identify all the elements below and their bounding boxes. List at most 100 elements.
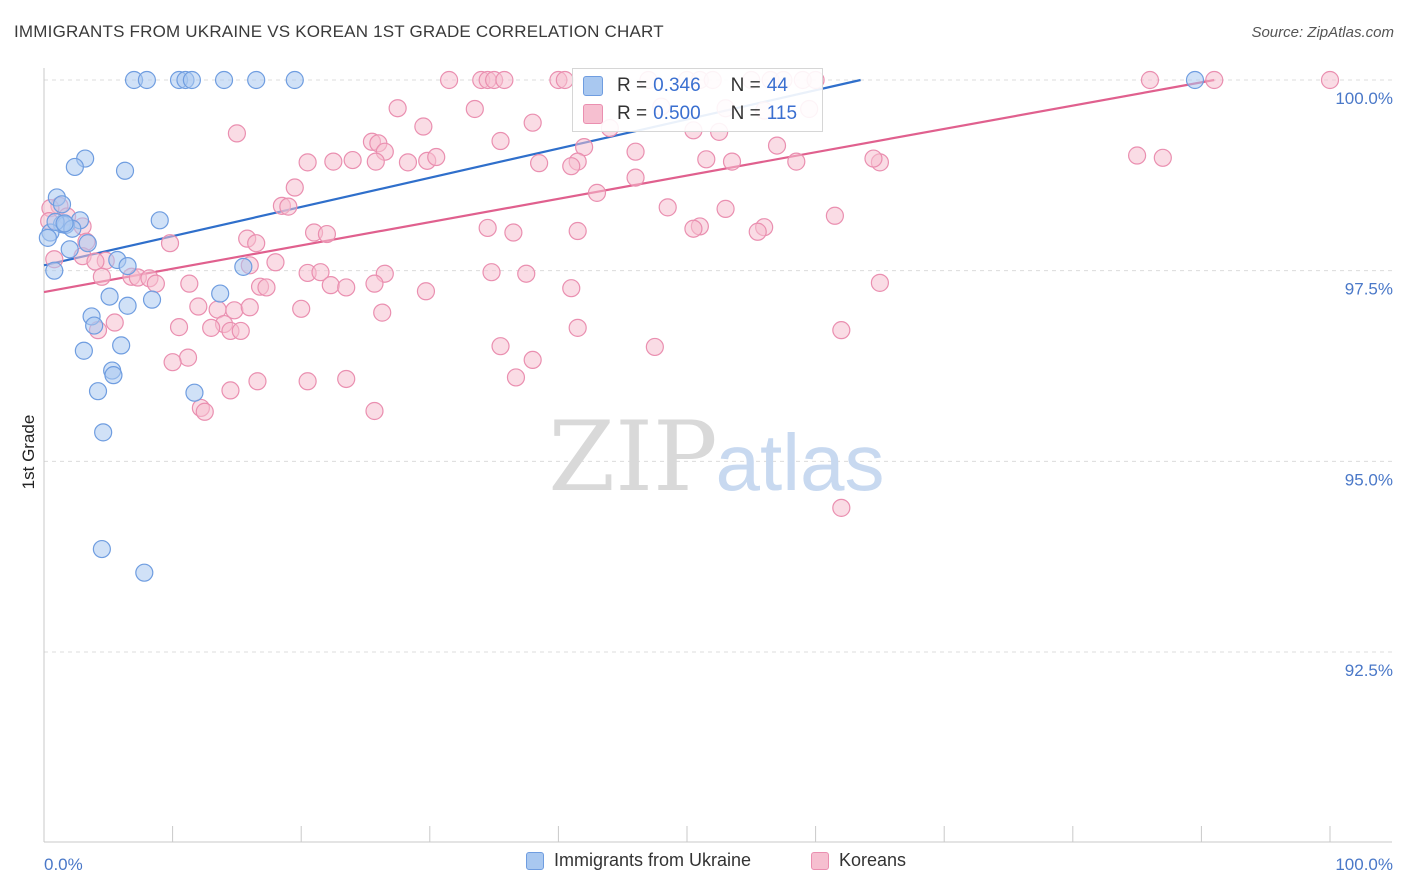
korean-point bbox=[231, 321, 250, 341]
ukraine-point bbox=[38, 228, 57, 247]
korean-point bbox=[832, 498, 851, 517]
ukraine-point bbox=[247, 70, 266, 90]
legend-row-koreans: R = 0.500 N = 115 bbox=[583, 101, 797, 127]
korean-point bbox=[321, 276, 340, 295]
korean-point bbox=[716, 199, 735, 218]
ukraine-point bbox=[74, 341, 93, 360]
korean-point bbox=[506, 368, 526, 387]
korean-point bbox=[427, 147, 446, 167]
korean-point bbox=[645, 337, 664, 357]
korean-point bbox=[478, 218, 497, 238]
korean-point bbox=[247, 234, 266, 253]
korean-point bbox=[240, 298, 259, 317]
axis-labels: 92.5% 95.0% 97.5% 100.0% 0.0% 100.0% 1st Grade bbox=[19, 89, 1393, 874]
ukraine-point bbox=[60, 240, 79, 259]
korean-point bbox=[555, 70, 574, 90]
korean-point bbox=[92, 267, 111, 286]
korean-point bbox=[298, 153, 317, 172]
ukraine-point bbox=[185, 383, 204, 402]
korean-point bbox=[787, 152, 806, 171]
watermark: ZIP atlas bbox=[548, 401, 884, 513]
korean-point bbox=[1140, 70, 1160, 90]
ukraine-point bbox=[100, 287, 119, 306]
ukraine-point bbox=[104, 366, 123, 385]
korean-point bbox=[257, 278, 276, 297]
legend-r-label: R = bbox=[617, 75, 648, 96]
korean-point bbox=[523, 350, 542, 369]
axes bbox=[43, 68, 1392, 843]
korean-point bbox=[482, 263, 501, 282]
watermark-zip: ZIP bbox=[548, 401, 717, 513]
legend-label-koreans: Koreans bbox=[839, 850, 907, 870]
korean-point bbox=[343, 150, 362, 170]
korean-point bbox=[266, 253, 285, 272]
legend-n-value: 44 bbox=[766, 75, 788, 96]
correlation-legend: R = 0.346 N = 44 R = 0.500 N = 115 bbox=[572, 68, 823, 132]
legend-swatch-pink bbox=[583, 104, 603, 124]
y-tick-label: 92.5% bbox=[1345, 661, 1393, 680]
ukraine-point bbox=[137, 70, 156, 90]
korean-point bbox=[626, 168, 645, 187]
korean-point bbox=[195, 402, 214, 421]
ukraine-points bbox=[38, 70, 1205, 582]
x-tick-label-max: 100.0% bbox=[1335, 855, 1393, 874]
korean-point bbox=[163, 353, 182, 372]
source-label: Source: ZipAtlas.com bbox=[1251, 24, 1394, 41]
y-tick-label: 95.0% bbox=[1345, 470, 1393, 489]
legend-item-ukraine[interactable]: Immigrants from Ukraine bbox=[526, 850, 751, 871]
ukraine-point bbox=[234, 257, 253, 276]
korean-point bbox=[189, 297, 208, 316]
ukraine-point bbox=[85, 316, 104, 335]
korean-point bbox=[324, 152, 343, 171]
ukraine-point bbox=[65, 157, 84, 177]
ukraine-point bbox=[52, 195, 72, 214]
x-tick-label-min: 0.0% bbox=[44, 855, 83, 874]
legend-n-label: N = bbox=[730, 103, 761, 124]
korean-point bbox=[697, 150, 716, 169]
korean-point bbox=[1320, 70, 1340, 90]
legend-swatch-blue bbox=[583, 76, 603, 96]
korean-point bbox=[748, 222, 767, 241]
ukraine-point bbox=[94, 423, 113, 442]
korean-point bbox=[285, 178, 304, 197]
korean-point bbox=[722, 152, 742, 171]
y-tick-label: 100.0% bbox=[1335, 89, 1393, 108]
korean-point bbox=[317, 224, 337, 244]
ukraine-point bbox=[55, 214, 74, 233]
ukraine-point bbox=[118, 256, 137, 276]
korean-point bbox=[562, 157, 581, 176]
korean-point bbox=[568, 318, 587, 337]
ukraine-point bbox=[115, 161, 135, 180]
koreans-trend-line bbox=[43, 78, 1215, 294]
korean-point bbox=[365, 274, 384, 293]
korean-point bbox=[178, 348, 198, 367]
korean-point bbox=[864, 149, 883, 168]
watermark-atlas: atlas bbox=[716, 418, 885, 507]
ukraine-point bbox=[88, 382, 108, 401]
korean-point bbox=[337, 278, 356, 297]
korean-point bbox=[626, 142, 645, 161]
korean-point bbox=[105, 313, 124, 332]
ukraine-point bbox=[118, 296, 137, 315]
legend-item-koreans[interactable]: Koreans bbox=[811, 850, 906, 871]
korean-point bbox=[1127, 146, 1147, 165]
legend-swatch-blue bbox=[526, 851, 544, 870]
legend-label-ukraine: Immigrants from Ukraine bbox=[554, 850, 752, 870]
korean-point bbox=[491, 131, 510, 151]
korean-point bbox=[517, 264, 536, 283]
korean-point bbox=[658, 198, 677, 217]
korean-point bbox=[227, 124, 246, 143]
ukraine-point bbox=[78, 234, 97, 253]
legend-n-label: N = bbox=[730, 75, 761, 96]
korean-point bbox=[221, 381, 240, 400]
korean-point bbox=[767, 136, 787, 155]
korean-point bbox=[491, 337, 510, 356]
korean-point bbox=[169, 318, 189, 337]
chart-title: IMMIGRANTS FROM UKRAINE VS KOREAN 1ST GR… bbox=[14, 22, 664, 41]
korean-point bbox=[311, 263, 330, 282]
koreans-points bbox=[40, 70, 1340, 517]
korean-point bbox=[298, 372, 317, 391]
ukraine-point bbox=[112, 336, 131, 355]
korean-point bbox=[279, 197, 298, 216]
